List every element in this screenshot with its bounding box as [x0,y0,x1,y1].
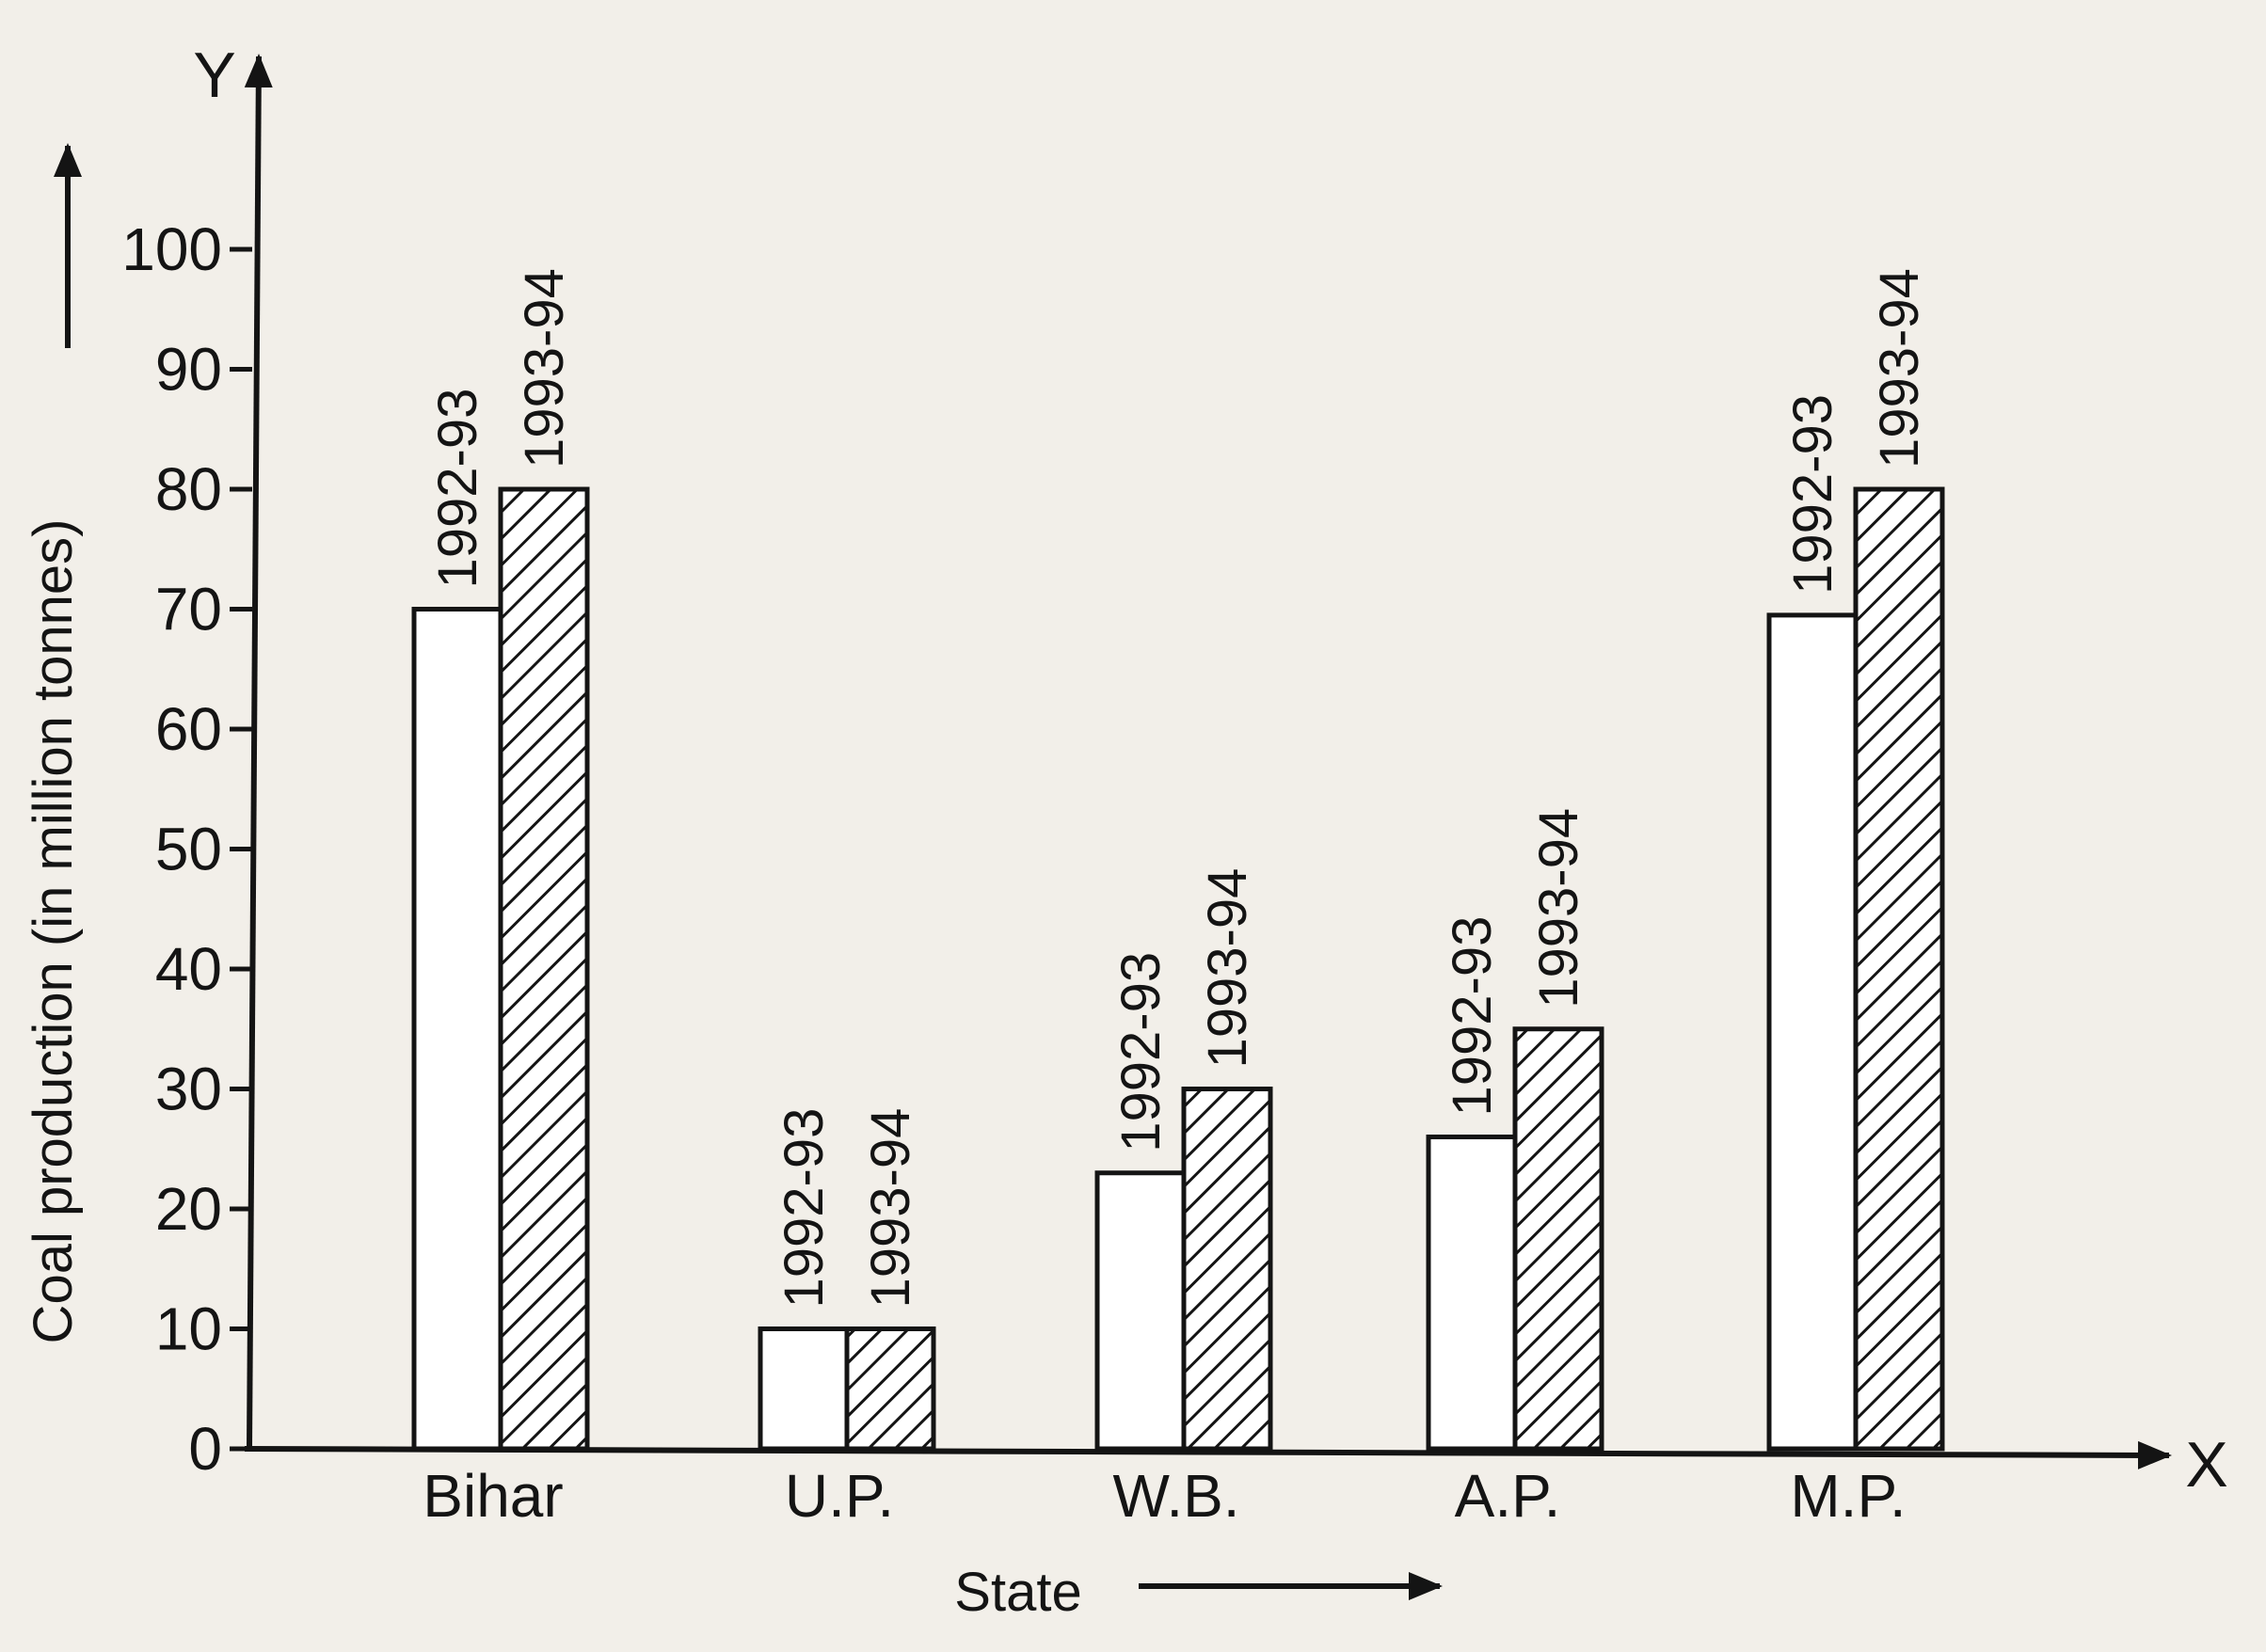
y-tick-label: 0 [188,1415,222,1483]
category-label: Bihar [423,1462,563,1530]
bar-1992-93-A.P. [1426,1135,1518,1452]
x-axis-title: State [954,1562,1081,1623]
category-label: M.P. [1790,1462,1906,1530]
bar-label-1992-93: 1992-93 [427,389,488,589]
bar-label-1992-93: 1992-93 [1782,394,1843,595]
bars: 1992-93 1993-94 1992-93 1993-94 1992-93 1993-… [411,268,1945,1452]
bar-1993-94-M.P. [1853,486,1945,1452]
bar-1992-93-M.P. [1766,612,1859,1452]
bar-1992-93-Bihar [411,607,503,1452]
category-label: U.P. [785,1462,894,1530]
bar-1993-94-U.P. [844,1326,936,1452]
y-axis-letter: Y [193,40,235,111]
bar-1992-93-U.P. [758,1326,850,1452]
bar-label-1992-93: 1992-93 [774,1108,835,1309]
y-tick-label: 60 [155,695,222,763]
y-tick-label: 40 [155,935,222,1003]
bar-1992-93-W.B. [1094,1170,1187,1452]
y-axis-title: Coal production (in million tonnes) [23,519,84,1344]
y-tick-label: 70 [155,576,222,643]
bar-label-1992-93: 1992-93 [1110,952,1172,1152]
category-label: A.P. [1455,1462,1561,1530]
bar-label-1993-94: 1993-94 [514,268,575,469]
y-tick-label: 10 [155,1295,222,1363]
bar-1993-94-W.B. [1181,1087,1273,1452]
x-axis-letter: X [2185,1429,2227,1501]
y-ticks: 0 10 20 30 40 50 60 70 80 90 100 [121,215,252,1483]
y-axis [244,54,273,1450]
bar-label-1993-94: 1993-94 [860,1108,921,1309]
bar-label-1992-93: 1992-93 [1442,916,1503,1117]
y-tick-label: 30 [155,1056,222,1123]
y-tick-label: 20 [155,1175,222,1243]
bar-1993-94-A.P. [1512,1026,1604,1452]
bar-label-1993-94: 1993-94 [1869,268,1930,469]
y-tick-label: 100 [121,215,222,283]
y-tick-label: 80 [155,455,222,523]
category-label: W.B. [1112,1462,1239,1530]
y-tick-label: 90 [155,336,222,404]
y-tick-label: 50 [155,816,222,883]
bar-label-1993-94: 1993-94 [1528,808,1589,1009]
category-labels: Bihar U.P. W.B. A.P. M.P. [423,1462,1906,1530]
bar-1993-94-Bihar [498,486,590,1452]
bar-label-1993-94: 1993-94 [1197,868,1258,1069]
